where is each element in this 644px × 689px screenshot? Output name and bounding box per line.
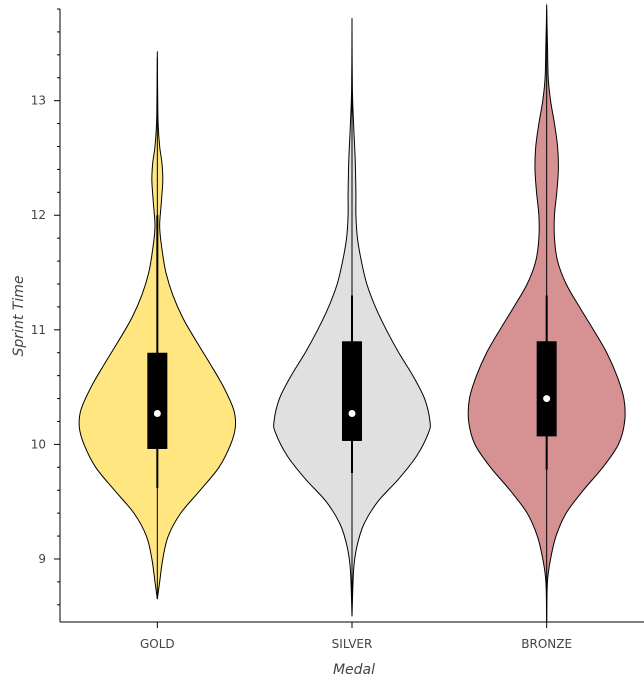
axes: 9 10 11 12 13 GOLD SILVER BRONZE bbox=[31, 8, 644, 651]
median-dot-silver bbox=[348, 409, 356, 417]
iqr-box-gold bbox=[147, 352, 168, 449]
y-tick-label: 10 bbox=[31, 437, 46, 451]
y-tick-label: 11 bbox=[31, 323, 46, 337]
y-tick-label: 9 bbox=[38, 552, 46, 566]
median-dot-bronze bbox=[543, 395, 551, 403]
y-tick-label: 12 bbox=[31, 208, 46, 222]
x-tick-label: BRONZE bbox=[521, 637, 572, 651]
median-dot-gold bbox=[153, 409, 161, 417]
x-tick-label: GOLD bbox=[140, 637, 175, 651]
iqr-box-bronze bbox=[536, 341, 557, 437]
y-tick-label: 13 bbox=[31, 94, 46, 108]
box-plots bbox=[147, 9, 557, 622]
x-axis-label: Medal bbox=[333, 662, 375, 678]
x-tick-label: SILVER bbox=[332, 637, 373, 651]
iqr-box-silver bbox=[342, 341, 362, 441]
y-axis-label: Sprint Time bbox=[11, 276, 27, 357]
